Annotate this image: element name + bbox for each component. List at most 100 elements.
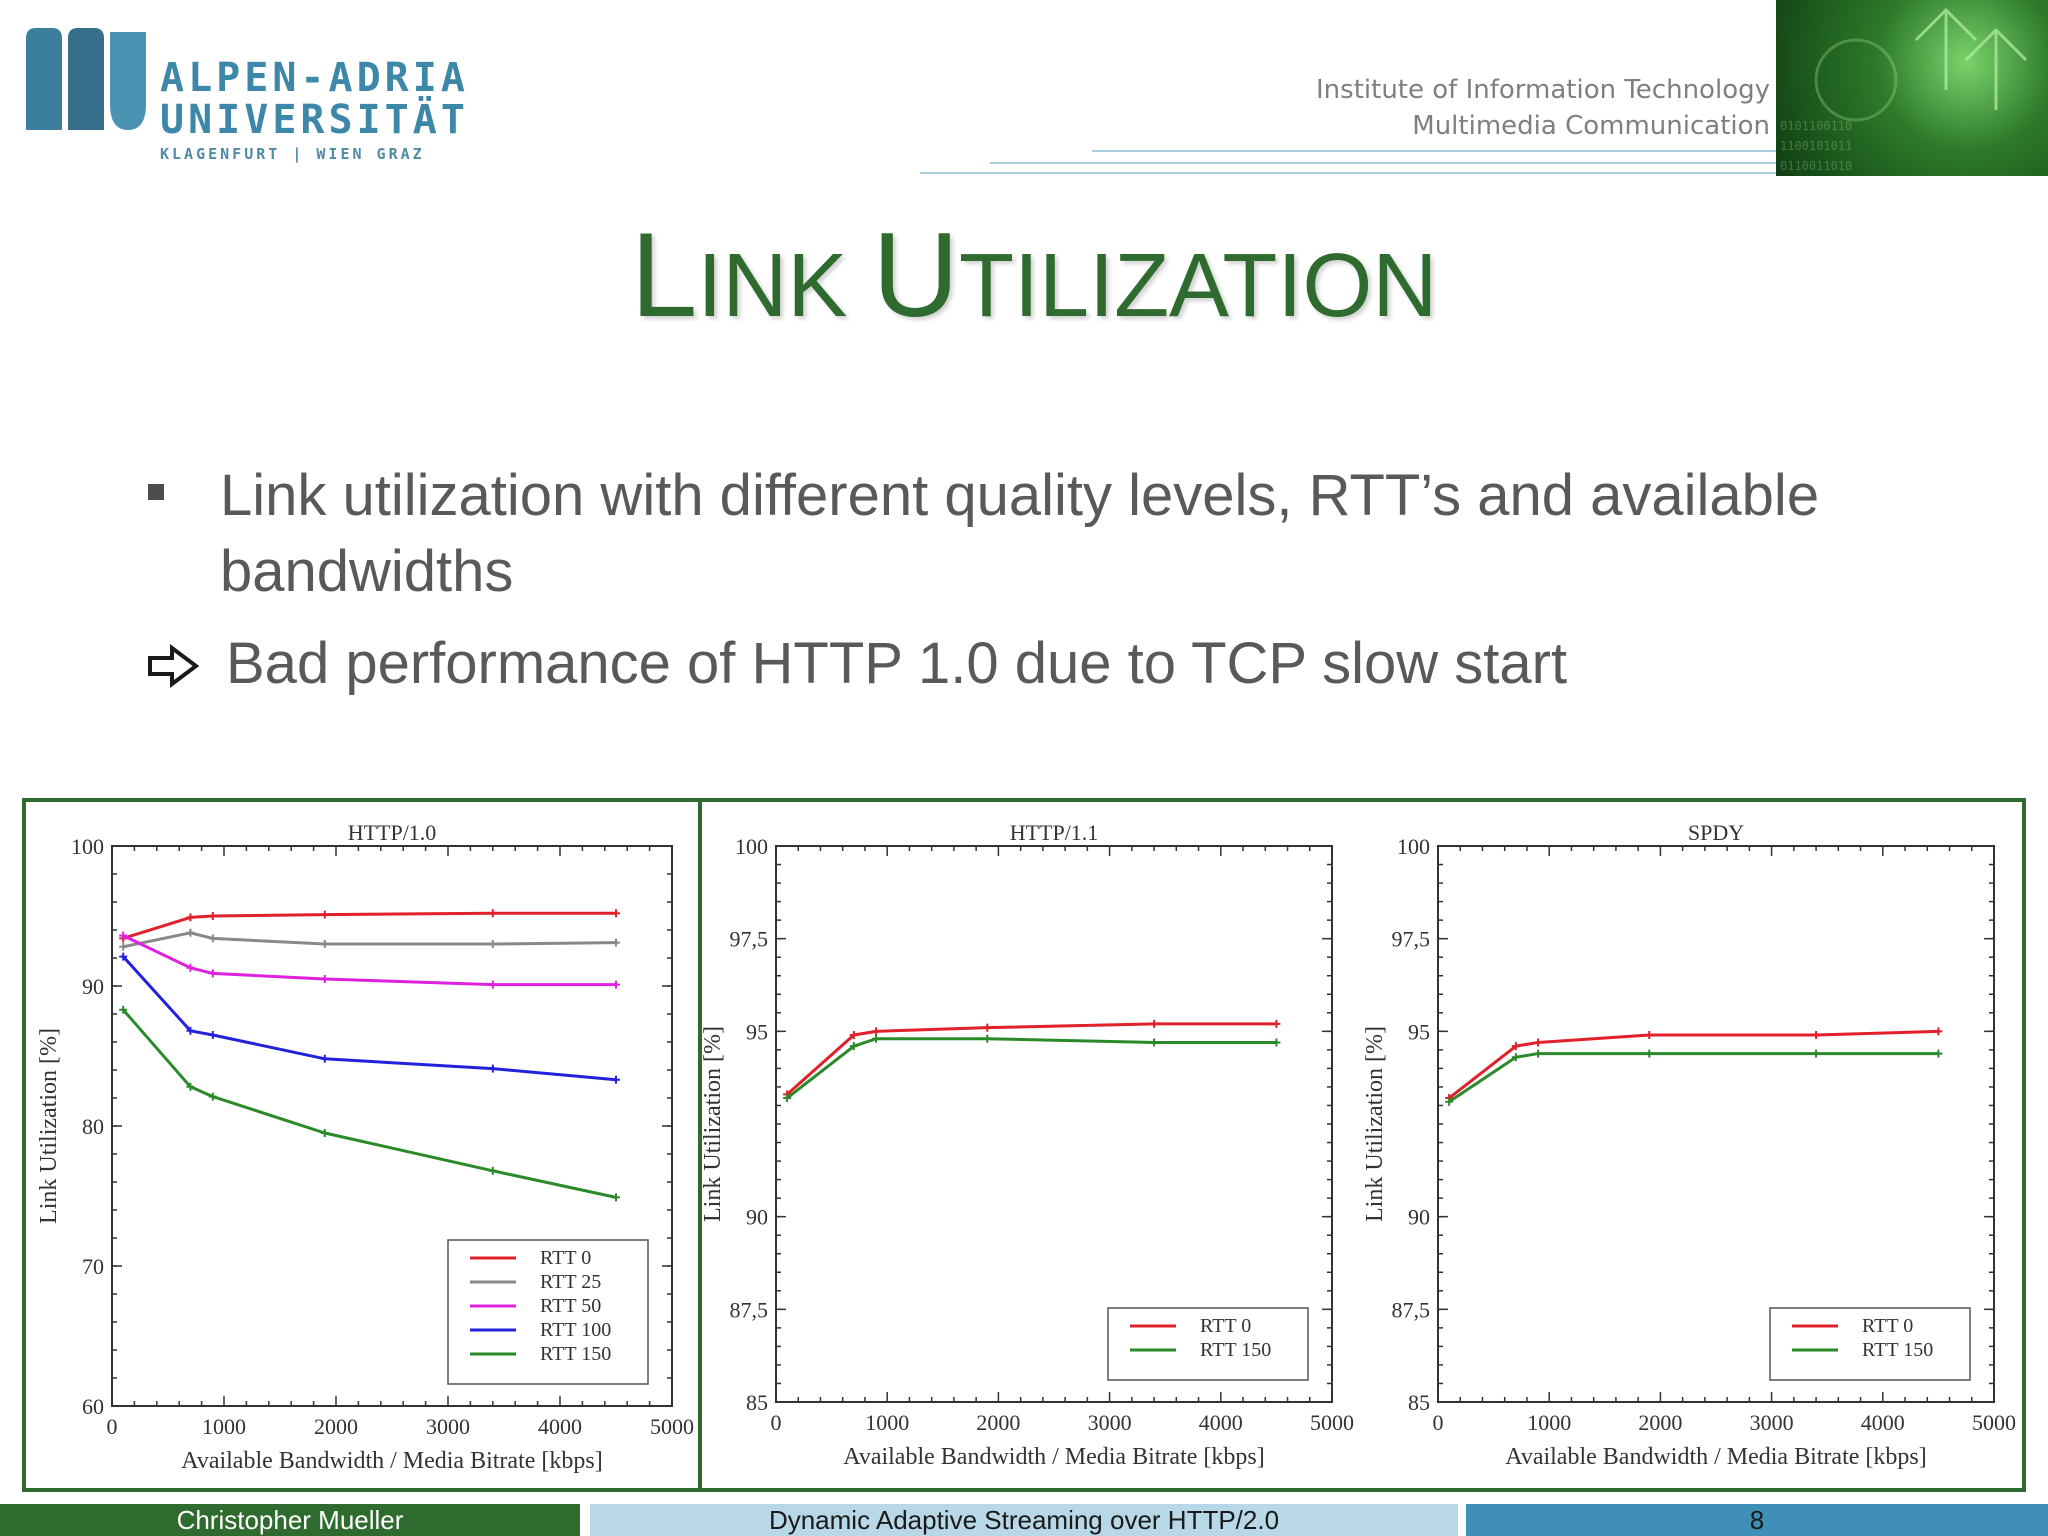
x-tick-label: 2000 [314,1414,358,1439]
y-axis-label: Link Utilization [%] [36,1028,62,1224]
legend-label: RTT 150 [1862,1339,1933,1361]
data-point [208,1031,217,1039]
legend-label: RTT 100 [540,1319,611,1341]
data-point [1511,1053,1520,1062]
x-tick-label: 3000 [426,1414,470,1439]
x-tick-label: 2000 [1638,1410,1682,1435]
x-tick-label: 4000 [538,1414,582,1439]
legend-label: RTT 0 [1200,1315,1251,1337]
data-point [208,1092,217,1101]
y-tick-label: 80 [82,1114,104,1139]
y-tick-label: 90 [746,1205,768,1230]
x-tick-label: 3000 [1750,1410,1794,1435]
y-tick-label: 85 [1408,1390,1430,1415]
data-point [488,909,497,918]
legend-box [447,1239,649,1385]
chart-title: HTTP/1.1 [1010,820,1099,845]
data-point [1511,1042,1520,1051]
data-point [983,1034,992,1043]
decorative-tech-image: 0101100110 1100101011 0110011010 [1776,0,2048,176]
data-point [1150,1038,1159,1047]
y-tick-label: 97,5 [730,927,769,952]
series-line-2 [786,1037,1277,1100]
legend-label: RTT 0 [540,1247,591,1269]
data-point [320,1054,329,1063]
x-tick-label: 4000 [1861,1410,1905,1435]
data-point [1272,1019,1281,1028]
x-axis-label: Available Bandwidth / Media Bitrate [kbp… [843,1444,1264,1470]
data-point [612,909,620,918]
series-line-1 [786,1022,1277,1096]
chart-frame-left [22,798,702,1492]
data-point [849,1042,858,1051]
data-point [612,1193,620,1202]
data-point [1534,1049,1543,1058]
x-axis-label: Available Bandwidth / Media Bitrate [kbp… [1505,1444,1926,1470]
legend-label: RTT 150 [540,1343,611,1365]
data-point [119,952,128,961]
bullet-text-1: Link utilization with different quality … [220,463,1820,604]
svg-text:0101100110: 0101100110 [1780,119,1852,133]
data-point [119,931,128,940]
slide-footer: Christopher Mueller Dynamic Adaptive Str… [0,1504,2048,1536]
data-point [1150,1019,1159,1028]
data-point [1272,1038,1281,1047]
arrow-right-icon [148,644,200,688]
title-word-2-rest: TILIZATION [959,236,1438,336]
data-point [208,912,217,920]
university-logo-icon [26,28,146,130]
logo-line-1: ALPEN-ADRIA [160,55,469,101]
x-tick-label: 0 [1433,1410,1444,1435]
series-line-5 [122,1008,617,1199]
x-tick-label: 1000 [1527,1410,1571,1435]
data-point [1934,1027,1943,1036]
chart-1: HTTP/1.0 0 1000 2000 3000 4000 5000 60 70 80 90 100… [36,820,694,1474]
y-tick-label: 100 [735,834,768,859]
data-point [872,1034,881,1043]
svg-text:0110011010: 0110011010 [1780,159,1852,173]
slide-title: LINK UTILIZATION [0,215,2048,341]
y-tick-label: 90 [82,974,104,999]
series-line-1 [1448,1029,1939,1100]
data-point [320,1129,329,1137]
data-point [612,938,620,947]
x-tick-label: 0 [107,1414,118,1439]
data-point [186,963,195,972]
data-point [186,1082,195,1091]
data-point [208,934,217,943]
bullet-text-2: Bad performance of HTTP 1.0 due to TCP s… [226,631,1568,696]
data-point [1445,1097,1454,1106]
data-point [488,1064,497,1073]
data-point [1645,1049,1654,1058]
series-line-1 [122,911,616,940]
data-point [1645,1031,1654,1040]
header-rule-1 [1092,150,1776,152]
x-tick-label: 5000 [1310,1410,1354,1435]
header-rule-2 [990,162,1776,164]
y-tick-label: 87,5 [730,1297,769,1322]
data-point [849,1031,858,1040]
footer-page-number: 8 [1466,1504,2048,1536]
data-point [119,942,128,951]
legend-box [1769,1307,1971,1381]
x-tick-label: 1000 [865,1410,909,1435]
y-tick-label: 85 [746,1390,768,1415]
legend-label: RTT 50 [540,1295,601,1317]
x-tick-label: 3000 [1088,1410,1132,1435]
header-rule-3 [920,172,1776,174]
y-tick-label: 70 [82,1254,104,1279]
x-tick-label: 5000 [650,1414,694,1439]
svg-text:1100101011: 1100101011 [1780,139,1852,153]
footer-author: Christopher Mueller [0,1504,580,1536]
y-axis-label: Link Utilization [%] [1362,1026,1388,1222]
data-point [1812,1049,1821,1058]
footer-talk-title: Dynamic Adaptive Streaming over HTTP/2.0 [590,1504,1458,1536]
data-point [320,910,329,919]
institute-name: Institute of Information Technology Mult… [1316,72,1770,144]
chart-panel: HTTP/1.0 0 1000 2000 3000 4000 5000 60 70 80 90 100… [0,796,2048,1496]
series-line-2 [1448,1052,1939,1104]
y-tick-label: 100 [71,834,104,859]
